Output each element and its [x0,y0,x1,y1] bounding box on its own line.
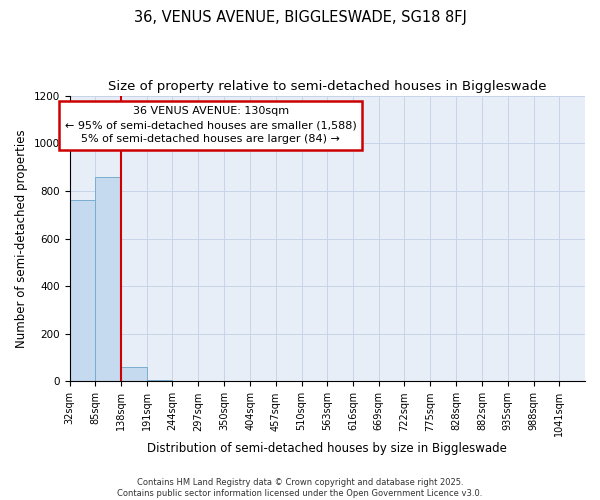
Bar [121,367,147,382]
Text: 36 VENUS AVENUE: 130sqm
← 95% of semi-detached houses are smaller (1,588)
5% of : 36 VENUS AVENUE: 130sqm ← 95% of semi-de… [65,106,356,144]
Text: Contains HM Land Registry data © Crown copyright and database right 2025.
Contai: Contains HM Land Registry data © Crown c… [118,478,482,498]
Text: 36, VENUS AVENUE, BIGGLESWADE, SG18 8FJ: 36, VENUS AVENUE, BIGGLESWADE, SG18 8FJ [134,10,466,25]
Y-axis label: Number of semi-detached properties: Number of semi-detached properties [15,129,28,348]
Title: Size of property relative to semi-detached houses in Biggleswade: Size of property relative to semi-detach… [108,80,547,93]
X-axis label: Distribution of semi-detached houses by size in Biggleswade: Distribution of semi-detached houses by … [148,442,507,455]
Bar [95,176,121,382]
Bar [70,200,95,382]
Bar [147,380,172,382]
